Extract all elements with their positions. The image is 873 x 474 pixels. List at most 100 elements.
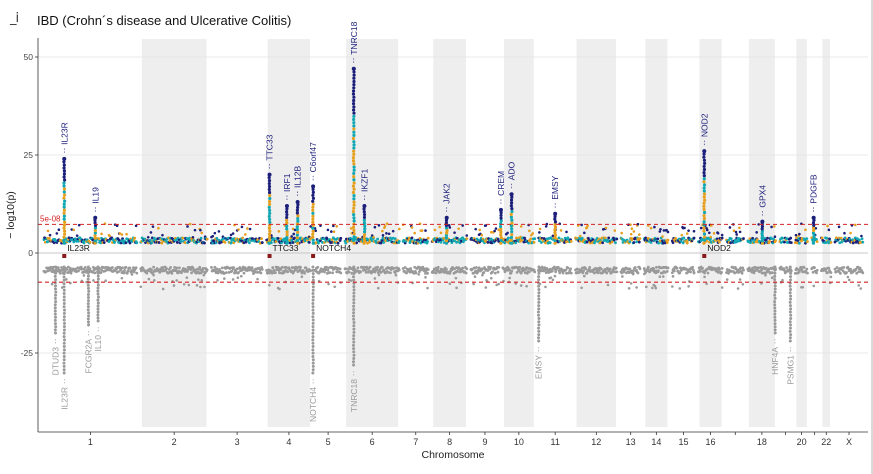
bottom-point: [62, 288, 66, 292]
top-point: [260, 237, 263, 241]
bottom-point: [286, 270, 290, 274]
bottom-point: [537, 271, 541, 275]
bottom-point: [311, 315, 315, 319]
top-point: [279, 237, 283, 241]
top-point: [372, 235, 375, 239]
top-point: [544, 241, 547, 245]
bottom-point: [198, 265, 202, 269]
top-point: [268, 193, 272, 198]
bottom-point: [788, 284, 792, 288]
top-point: [420, 229, 424, 232]
top-point: [311, 229, 315, 233]
x-tick-label: 10: [514, 437, 524, 447]
top-point: [461, 224, 464, 227]
top-point: [760, 236, 764, 241]
bottom-point: [190, 271, 193, 275]
top-point: [349, 227, 353, 230]
bottom-point: [392, 266, 396, 270]
top-point: [781, 236, 784, 240]
gene-label-top: CREM: [496, 171, 506, 196]
bottom-point: [773, 290, 777, 294]
bottom-point: [260, 267, 264, 271]
bottom-point: [62, 292, 66, 295]
top-point: [62, 241, 66, 245]
bottom-point: [99, 271, 103, 274]
top-point: [702, 226, 706, 230]
bottom-point: [311, 354, 315, 358]
bottom-point: [418, 270, 421, 274]
bottom-point: [788, 326, 792, 330]
top-point: [93, 239, 97, 243]
bottom-point: [230, 269, 234, 273]
top-point: [510, 218, 514, 222]
bottom-point: [629, 282, 633, 285]
top-point: [601, 228, 605, 231]
x-tick-label: 1: [88, 437, 93, 447]
top-point: [860, 237, 864, 241]
bottom-point: [773, 322, 777, 326]
top-point: [528, 239, 532, 243]
window-border: [871, 0, 873, 474]
top-point: [376, 237, 379, 241]
top-point: [774, 239, 778, 243]
bottom-point: [584, 267, 588, 271]
top-point: [410, 236, 414, 240]
bottom-point: [125, 271, 129, 275]
top-point: [426, 236, 430, 240]
bottom-point: [829, 275, 833, 279]
bottom-point: [352, 307, 356, 311]
bottom-point: [63, 338, 67, 342]
bottom-point: [62, 295, 66, 299]
bottom-point: [66, 265, 70, 269]
top-point: [285, 218, 289, 222]
bottom-point: [96, 289, 100, 293]
top-point: [120, 233, 124, 236]
top-point: [702, 180, 706, 184]
bottom-point: [86, 274, 90, 278]
bottom-point: [86, 268, 90, 272]
header-bar: _i IBD (Crohn´s disease and Ulcerative C…: [0, 0, 873, 38]
top-point: [391, 229, 395, 233]
bottom-point: [413, 265, 417, 269]
top-point: [285, 233, 289, 237]
top-point: [290, 238, 294, 242]
bottom-point: [426, 286, 429, 290]
top-point: [410, 226, 414, 229]
top-point: [760, 224, 765, 229]
gene-label-top: NOD2: [699, 113, 709, 137]
top-point: [115, 224, 119, 228]
marker-gene-square: [267, 254, 272, 258]
bottom-point: [644, 285, 648, 289]
bottom-point: [96, 307, 100, 311]
top-point: [532, 240, 536, 244]
top-point: [661, 235, 664, 238]
bottom-point: [835, 266, 839, 269]
bottom-point: [352, 347, 356, 351]
top-point: [100, 232, 103, 236]
bottom-point: [636, 271, 640, 275]
top-point: [499, 211, 503, 215]
bottom-point: [833, 267, 837, 271]
menu-icon[interactable]: _i: [10, 11, 19, 26]
bottom-point: [265, 271, 269, 275]
chromosome-bands: [141, 39, 831, 427]
top-point: [48, 233, 52, 237]
top-point: [362, 233, 367, 237]
bottom-point: [86, 299, 90, 303]
bottom-point: [203, 285, 206, 289]
bottom-point: [200, 279, 204, 282]
top-point: [326, 228, 330, 232]
bottom-point: [368, 265, 372, 269]
top-point: [62, 166, 66, 170]
top-point: [506, 231, 509, 235]
bottom-point: [742, 268, 745, 272]
top-point: [149, 231, 153, 234]
top-point: [445, 228, 449, 233]
bottom-point: [120, 276, 124, 280]
top-point: [62, 187, 67, 191]
bottom-point: [96, 277, 100, 281]
top-point: [355, 241, 358, 245]
bottom-point: [788, 291, 792, 295]
top-point: [444, 233, 448, 238]
